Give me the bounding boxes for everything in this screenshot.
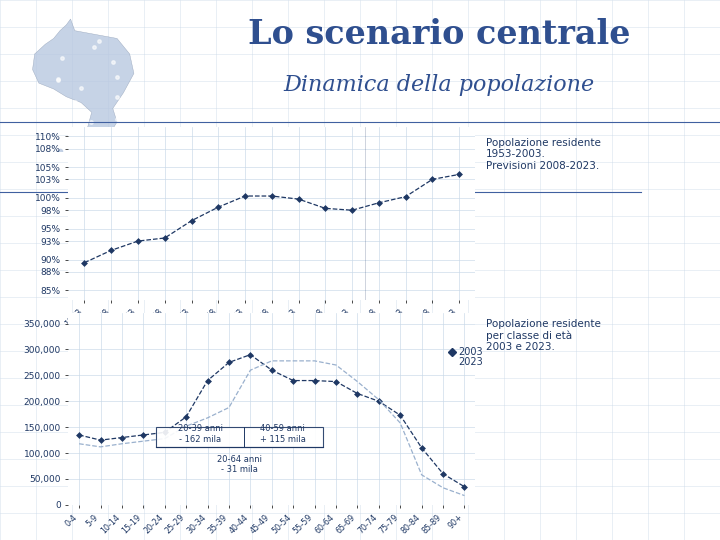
Text: 2003: 2003 xyxy=(458,347,482,357)
Text: 20-39 anni
- 162 mila: 20-39 anni - 162 mila xyxy=(178,424,222,444)
Text: 20-64 anni
- 31 mila: 20-64 anni - 31 mila xyxy=(217,455,262,474)
Polygon shape xyxy=(32,19,134,141)
Text: Popolazione residente
1953-2003.
Previsioni 2008-2023.: Popolazione residente 1953-2003. Previsi… xyxy=(486,138,601,171)
Text: Lo scenario centrale: Lo scenario centrale xyxy=(248,18,631,51)
Text: Popolazione residente
per classe di età
2003 e 2023.: Popolazione residente per classe di età … xyxy=(486,319,601,353)
Text: 2023: 2023 xyxy=(458,357,483,367)
Text: 40-59 anni
+ 115 mila: 40-59 anni + 115 mila xyxy=(260,424,305,444)
Text: Dinamica della popolazione: Dinamica della popolazione xyxy=(284,73,595,96)
FancyBboxPatch shape xyxy=(156,427,323,447)
